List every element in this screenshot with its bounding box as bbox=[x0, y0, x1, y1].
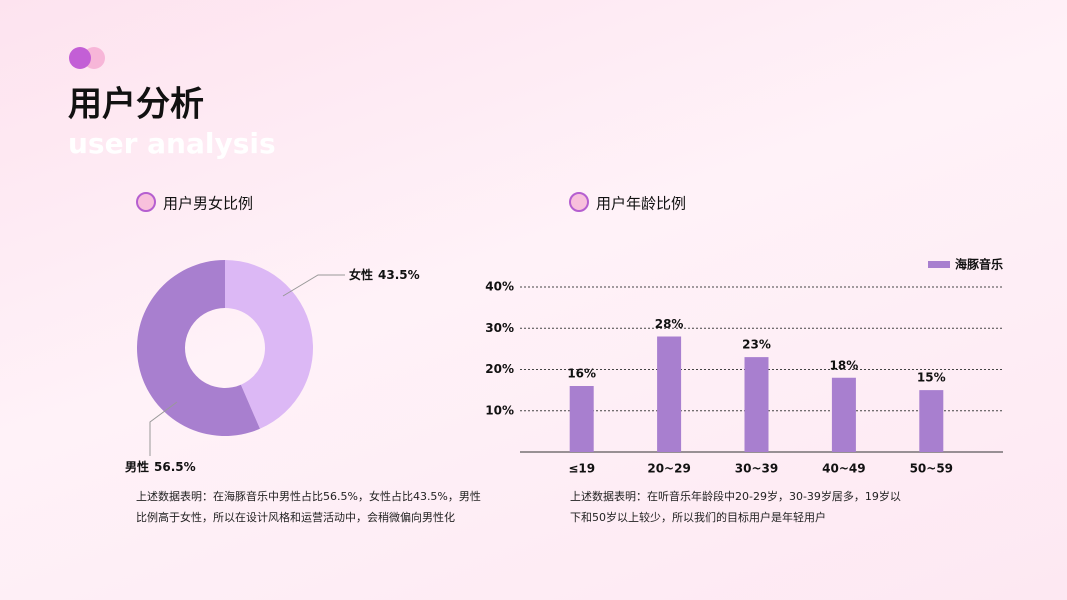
bar bbox=[657, 336, 682, 452]
section-title: 用户年龄比例 bbox=[596, 195, 686, 213]
y-tick-label: 30% bbox=[485, 321, 514, 335]
section-icon bbox=[569, 192, 589, 212]
decor-dot bbox=[69, 47, 91, 69]
legend-label: 海豚音乐 bbox=[955, 257, 1003, 272]
x-tick-label: 30~39 bbox=[735, 462, 778, 476]
caption: 上述数据表明：在听音乐年龄段中20-29岁，30-39岁居多，19岁以下和50岁… bbox=[570, 490, 901, 524]
caption: 上述数据表明：在海豚音乐中男性占比56.5%，女性占比43.5%，男性比例高于女… bbox=[136, 490, 481, 524]
slice-category: 女性 bbox=[349, 267, 373, 282]
legend-swatch bbox=[928, 261, 950, 268]
y-tick-label: 40% bbox=[485, 280, 514, 294]
page-title: 用户分析 bbox=[68, 85, 204, 125]
x-tick-label: 20~29 bbox=[647, 462, 690, 476]
section-title: 用户男女比例 bbox=[163, 195, 253, 213]
donut-slice bbox=[225, 260, 313, 429]
y-tick-label: 20% bbox=[485, 362, 514, 376]
bar-value-label: 18% bbox=[830, 358, 859, 372]
bar-value-label: 15% bbox=[917, 371, 946, 385]
donut-slice bbox=[137, 260, 260, 436]
x-tick-label: ≤19 bbox=[568, 462, 595, 476]
x-tick-label: 50~59 bbox=[910, 462, 953, 476]
section-icon bbox=[136, 192, 156, 212]
slice-label: 男性 56.5% bbox=[125, 459, 196, 474]
leader-line bbox=[149, 401, 178, 456]
bar bbox=[569, 386, 594, 452]
bar bbox=[744, 357, 769, 452]
bar-value-label: 16% bbox=[567, 367, 596, 381]
x-tick-label: 40~49 bbox=[822, 462, 865, 476]
bar bbox=[831, 377, 856, 452]
slice-value: 43.5% bbox=[378, 268, 420, 282]
bar-value-label: 23% bbox=[742, 338, 771, 352]
bar bbox=[919, 390, 944, 452]
slice-label: 女性 43.5% bbox=[349, 267, 420, 282]
leader-line bbox=[282, 274, 345, 297]
page-subtitle: user analysis bbox=[68, 127, 276, 160]
slice-value: 56.5% bbox=[154, 460, 196, 474]
slice-category: 男性 bbox=[125, 459, 149, 474]
bar-value-label: 28% bbox=[655, 317, 684, 331]
y-tick-label: 10% bbox=[485, 403, 514, 417]
